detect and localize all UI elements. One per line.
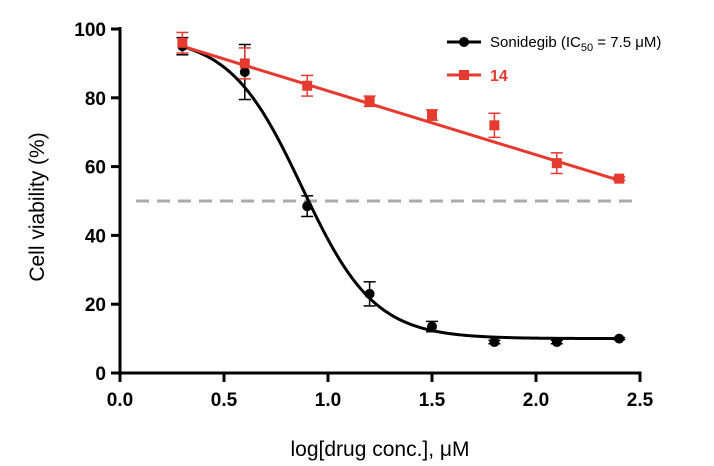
compound-14-fit-line: [181, 44, 620, 182]
x-tick-label: 1.0: [315, 390, 341, 411]
sonidegib-point: [427, 321, 437, 332]
fit-curves: [181, 44, 620, 341]
compound-14-point: [302, 80, 313, 91]
legend-label-14: 14: [490, 68, 508, 85]
sonidegib-point: [551, 337, 562, 348]
x-tick-label: 1.5: [419, 390, 446, 411]
x-tick-label: 0.0: [107, 390, 133, 411]
sonidegib-point: [364, 288, 375, 299]
legend-item-sonidegib: Sonidegib (IC50 = 7.5 μM): [447, 34, 661, 54]
compound-14-point: [239, 58, 250, 69]
compound-14-point: [427, 110, 437, 120]
sonidegib-point: [489, 337, 500, 348]
compound-14-point: [551, 158, 562, 169]
error-bars: [176, 31, 626, 345]
compound-14-point: [364, 96, 375, 107]
y-tick-label: 0: [95, 364, 106, 385]
legend-marker-14: [459, 70, 469, 80]
y-tick-label: 20: [85, 295, 106, 316]
legend-item-14: 14: [447, 68, 508, 85]
legend-label-prefix: Sonidegib (IC: [490, 34, 581, 51]
sonidegib-fit-curve: [181, 45, 620, 341]
sonidegib-point: [614, 333, 625, 344]
legend-label-sonidegib: Sonidegib (IC50 = 7.5 μM): [490, 34, 661, 54]
x-axis-title: log[drug conc.], μM: [290, 438, 469, 461]
data-markers: [177, 37, 625, 348]
legend-marker-sonidegib: [459, 37, 469, 47]
y-tick-label: 40: [85, 226, 106, 247]
y-axis-title: Cell viability (%): [26, 132, 49, 281]
legend-label-suffix: = 7.5 μM): [593, 34, 661, 51]
legend-label-subscript: 50: [581, 42, 593, 54]
y-tick-label: 80: [85, 89, 106, 110]
axes: [111, 27, 642, 382]
sonidegib-point: [302, 201, 313, 212]
compound-14-point: [177, 37, 188, 48]
compound-14-point: [489, 120, 500, 131]
y-tick-label: 60: [85, 158, 106, 179]
tick-labels: 0 20 40 60 80 100 0.0 0.5 1.0 1.5 2.0 2.5: [74, 20, 653, 411]
x-tick-label: 2.5: [627, 390, 654, 411]
x-tick-label: 2.0: [523, 390, 549, 411]
sonidegib-point: [239, 67, 250, 77]
compound-14-point: [614, 173, 625, 184]
y-tick-label: 100: [74, 20, 106, 41]
legend: Sonidegib (IC50 = 7.5 μM) 14: [447, 34, 661, 85]
x-tick-label: 0.5: [211, 390, 238, 411]
